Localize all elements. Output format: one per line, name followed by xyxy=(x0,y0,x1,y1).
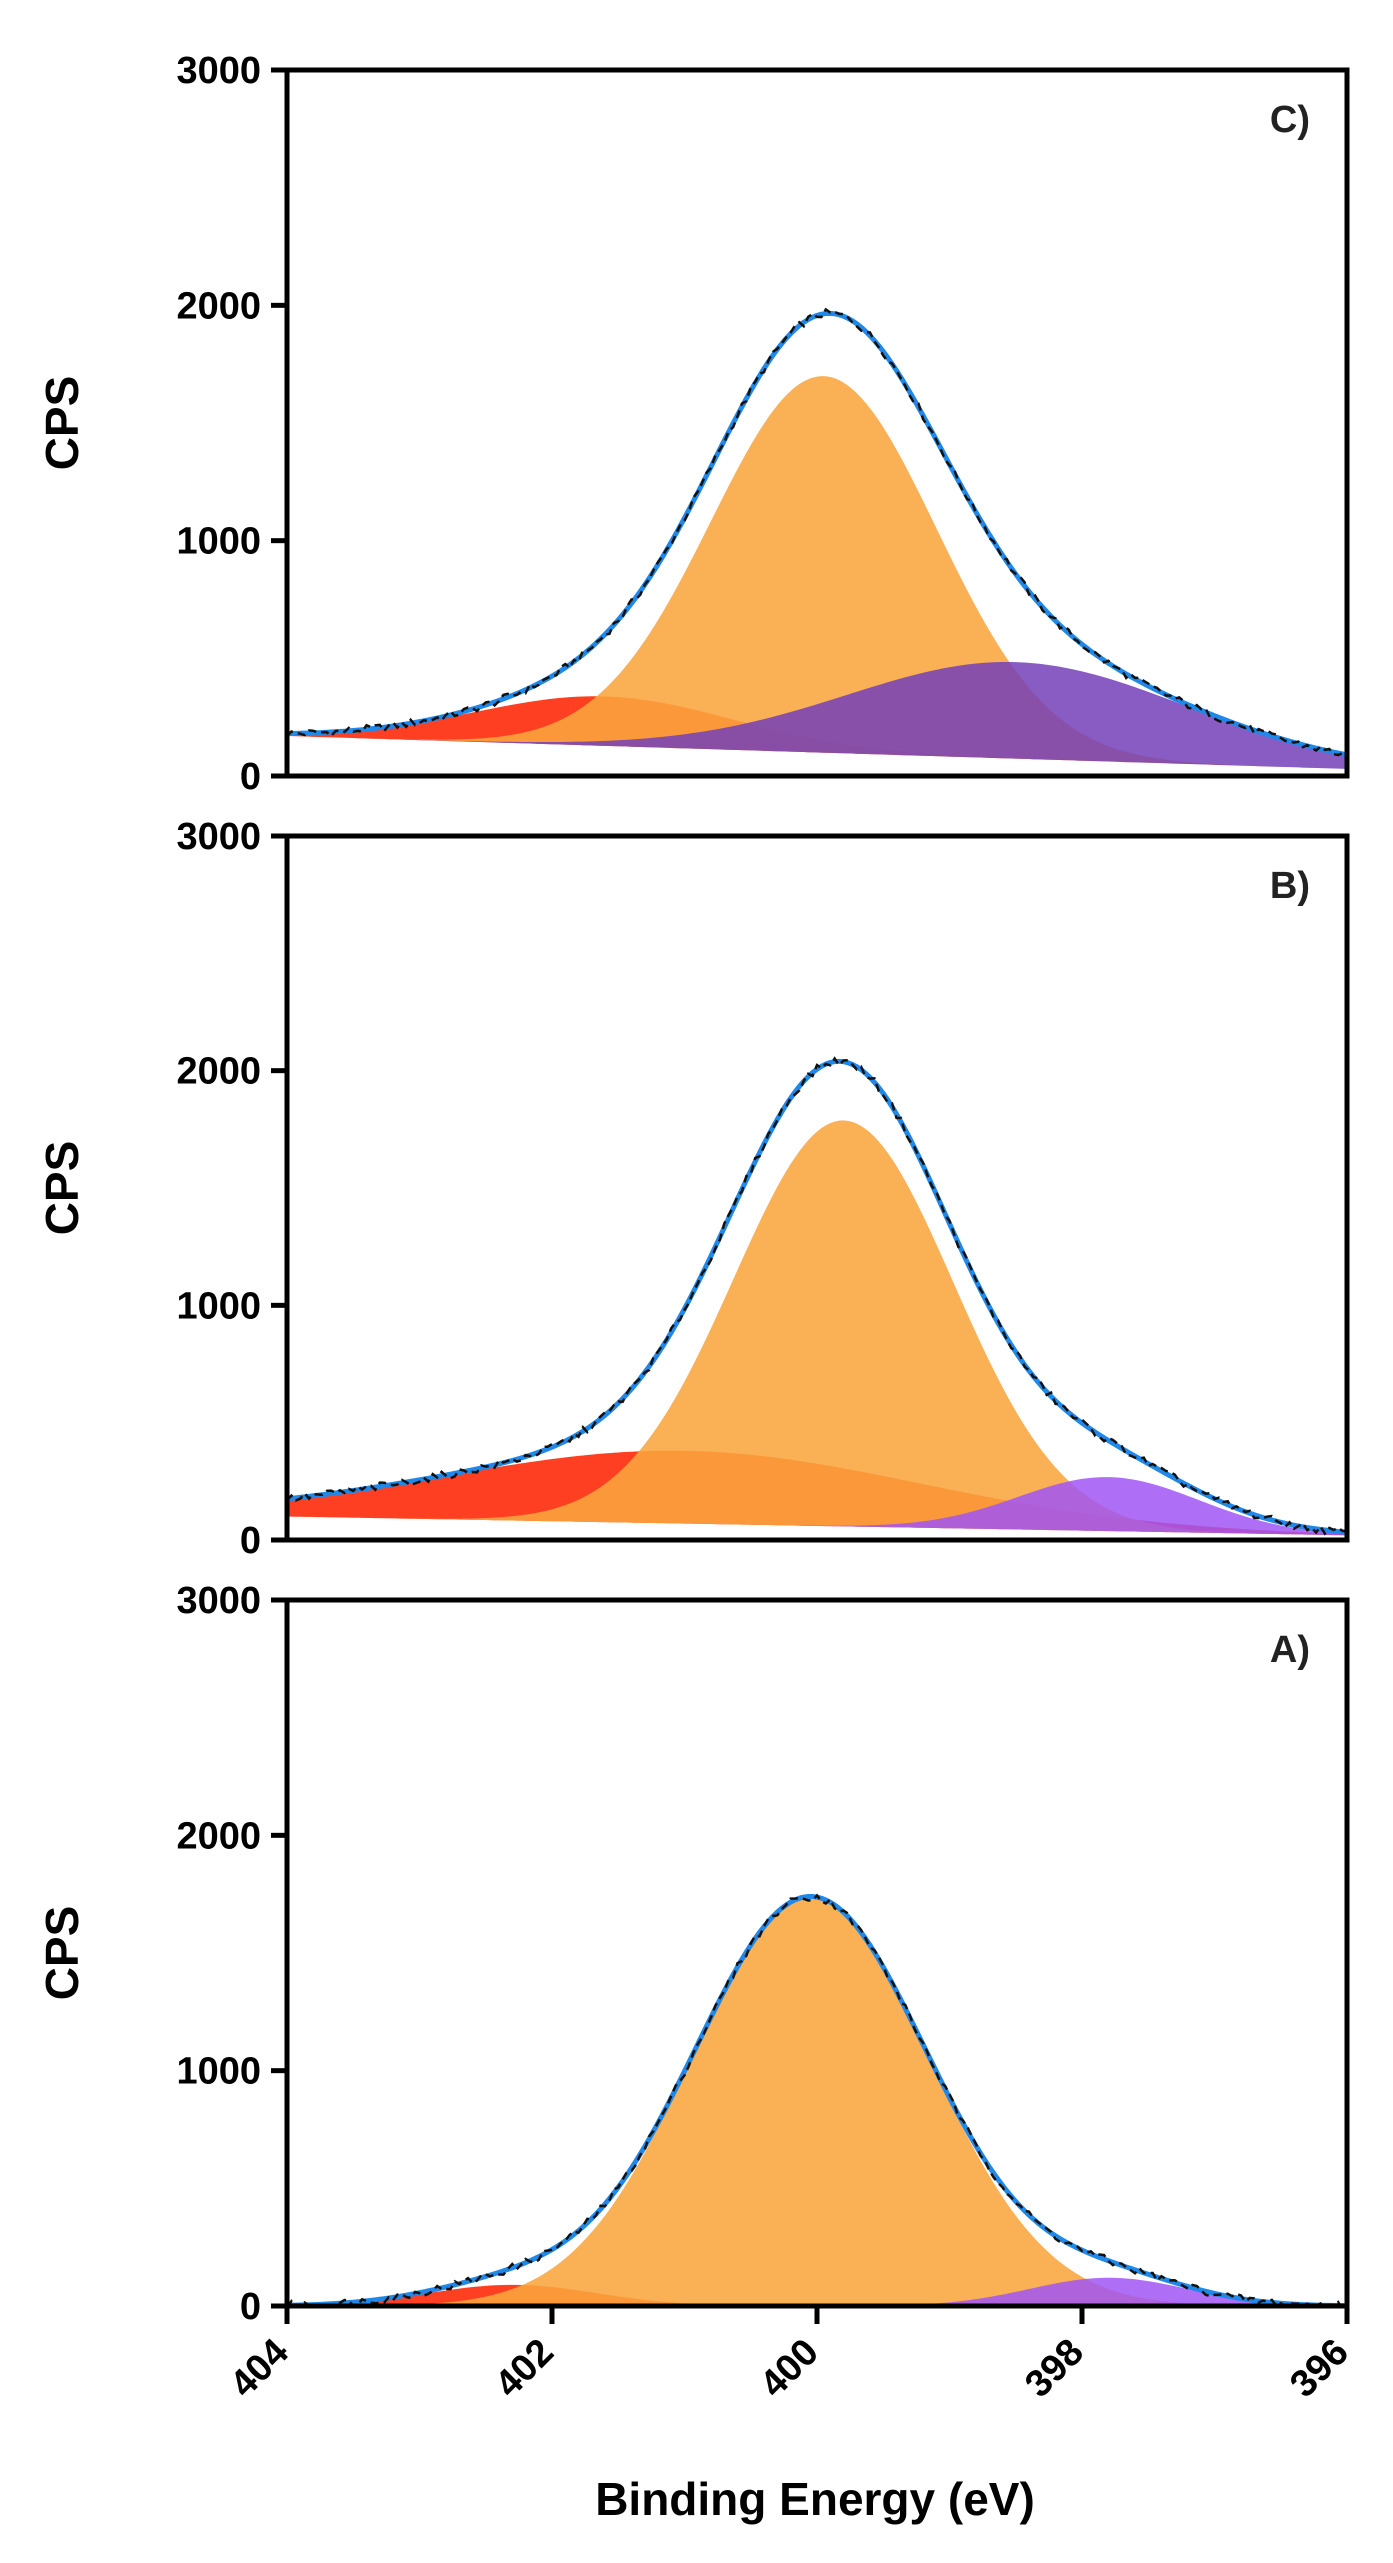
plot-area xyxy=(287,1056,1347,1536)
raw-data-line xyxy=(287,1893,1343,2306)
y-axis-title: CPS xyxy=(36,376,88,471)
purple-component-area xyxy=(287,2277,1347,2306)
y-tick-label: 1000 xyxy=(176,521,261,563)
y-tick-label: 0 xyxy=(240,756,261,798)
purple-component-area xyxy=(287,1477,1347,1536)
y-axis-title: CPS xyxy=(36,1141,88,1236)
y-tick-label: 2000 xyxy=(176,1815,261,1857)
y-tick-label: 3000 xyxy=(176,816,261,858)
plot-area xyxy=(287,1893,1347,2306)
axes-frame xyxy=(284,67,1350,779)
orange-component-area xyxy=(287,376,1347,769)
y-tick-label: 0 xyxy=(240,2286,261,2328)
panel-b: 0 1000 2000 3000 CPS B) xyxy=(36,816,1350,1562)
y-tick-label: 2000 xyxy=(176,285,261,327)
y-tick-label: 3000 xyxy=(176,1580,261,1622)
y-tick-label: 1000 xyxy=(176,2051,261,2093)
y-tick-label: 1000 xyxy=(176,1285,261,1327)
y-tick-label: 3000 xyxy=(176,50,261,92)
purple-component-area xyxy=(287,662,1347,769)
y-tick-label: 2000 xyxy=(176,1051,261,1093)
raw-data-line xyxy=(287,1056,1347,1536)
plot-area xyxy=(287,307,1347,769)
red-component-area xyxy=(287,696,1347,769)
orange-component-area xyxy=(287,1120,1347,1536)
y-tick-label: 0 xyxy=(240,1520,261,1562)
orange-component-area xyxy=(287,1896,1347,2306)
raw-data-line xyxy=(287,307,1347,757)
y-axis-title: CPS xyxy=(36,1906,88,2001)
x-axis-title: Binding Energy (eV) xyxy=(595,2473,1035,2525)
panel-label: A) xyxy=(1270,1629,1310,1671)
panel-c: 0 1000 2000 3000 CPS C) xyxy=(36,50,1350,798)
panel-label: C) xyxy=(1270,99,1310,141)
panel-label: B) xyxy=(1270,865,1310,907)
axes-frame xyxy=(284,833,1350,1543)
